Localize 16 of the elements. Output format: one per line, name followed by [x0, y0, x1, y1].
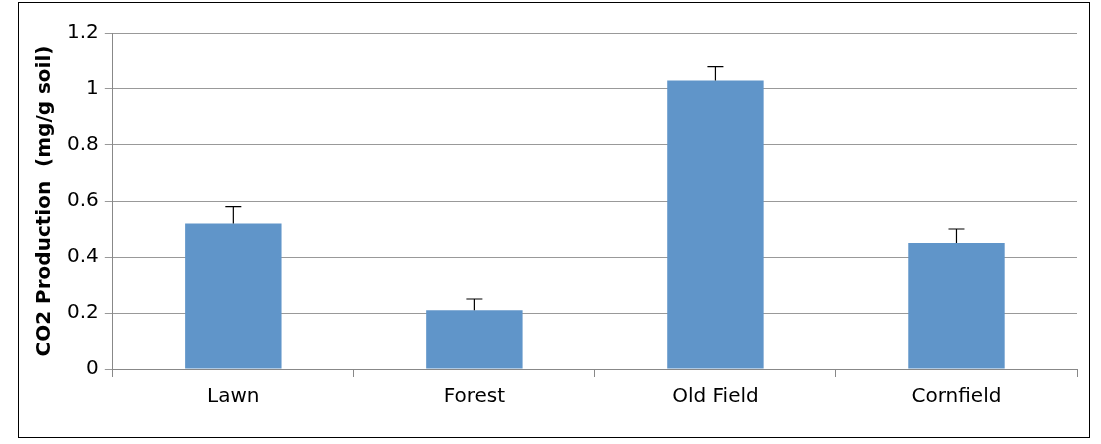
x-tick-label: Cornfield — [911, 383, 1002, 408]
y-tick-label: 0 — [86, 355, 99, 380]
y-tick-label: 1 — [86, 75, 99, 100]
y-tick-label: 0.4 — [66, 243, 99, 268]
y-tick-label: 0.2 — [66, 299, 99, 324]
x-tick-label: Lawn — [207, 383, 260, 408]
y-tick-label: 0.8 — [66, 131, 99, 156]
bar — [908, 243, 1005, 369]
bar — [426, 310, 523, 369]
bar — [667, 80, 764, 369]
x-tick-label: Old Field — [672, 383, 759, 408]
y-tick-label: 1.2 — [66, 19, 99, 44]
y-axis-title: CO2 Production (mg/g soil) — [31, 45, 56, 357]
bar — [185, 223, 282, 369]
x-tick-label: Forest — [443, 383, 506, 408]
y-tick-label: 0.6 — [66, 187, 99, 212]
